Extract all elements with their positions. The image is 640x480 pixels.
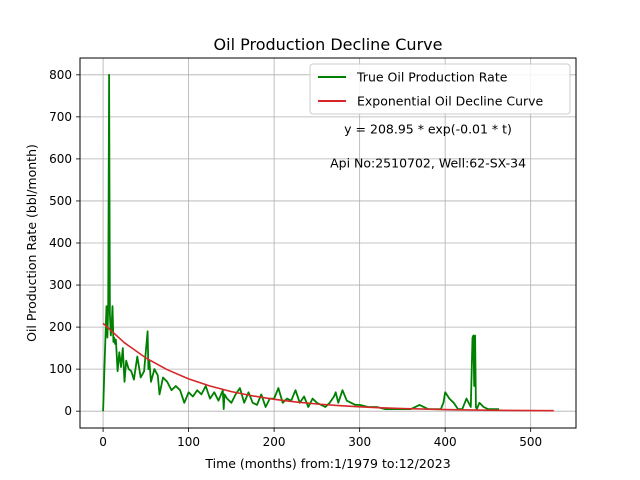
y-tick-label: 700 xyxy=(49,110,72,124)
x-tick-label: 200 xyxy=(263,435,286,449)
series-line-1 xyxy=(102,73,499,412)
series-line-2 xyxy=(102,322,554,412)
legend-label-1: True Oil Production Rate xyxy=(356,70,508,85)
annotation-2: Api No:2510702, Well:62-SX-34 xyxy=(330,155,526,170)
annotation-1: y = 208.95 * exp(-0.01 * t) xyxy=(344,122,512,137)
y-tick-label: 200 xyxy=(49,320,72,334)
y-axis-label: Oil Production Rate (bbl/month) xyxy=(24,144,39,342)
chart-title: Oil Production Decline Curve xyxy=(214,35,443,54)
annotations: y = 208.95 * exp(-0.01 * t) Api No:251070… xyxy=(330,122,526,171)
y-tick-label: 300 xyxy=(49,278,72,292)
y-tick-label: 100 xyxy=(49,362,72,376)
x-tick-label: 300 xyxy=(348,435,371,449)
x-tick-label: 400 xyxy=(434,435,457,449)
x-tick-label: 100 xyxy=(177,435,200,449)
series-layer xyxy=(102,73,554,412)
y-tick-label: 500 xyxy=(49,194,72,208)
y-tick-label: 400 xyxy=(49,236,72,250)
x-axis-label: Time (months) from:1/1979 to:12/2023 xyxy=(204,456,450,471)
ticks: 0 100 200 300 400 500 0 100 200 300 400 500 600 700 80… xyxy=(49,68,542,449)
x-tick-label: 0 xyxy=(99,435,107,449)
legend-label-2: Exponential Oil Decline Curve xyxy=(357,94,544,109)
x-tick-label: 500 xyxy=(519,435,542,449)
legend: True Oil Production Rate Exponential Oil … xyxy=(309,63,571,115)
y-tick-label: 600 xyxy=(49,152,72,166)
y-tick-label: 0 xyxy=(64,404,72,418)
legend-box xyxy=(309,63,571,115)
y-tick-label: 800 xyxy=(49,68,72,82)
